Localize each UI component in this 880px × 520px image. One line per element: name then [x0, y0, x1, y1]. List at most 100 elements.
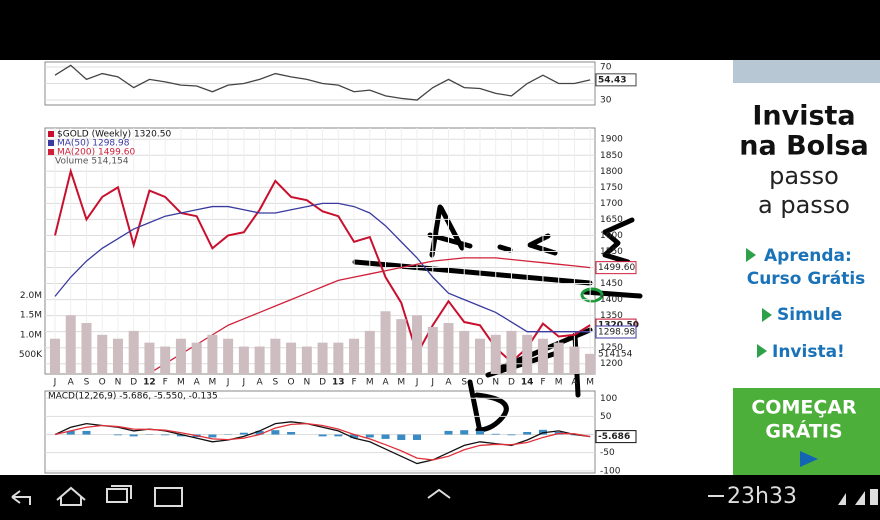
- volume-bar: [144, 343, 154, 374]
- ad-link[interactable]: Simule: [777, 305, 842, 325]
- x-tick-label: M: [397, 378, 405, 388]
- y-tick-label: 1400: [600, 295, 623, 305]
- legend-swatch: [48, 149, 54, 155]
- volume-bar: [50, 339, 60, 374]
- x-tick-label: 12: [143, 378, 156, 388]
- histogram-bar: [334, 435, 342, 437]
- x-tick-label: M: [586, 378, 594, 388]
- x-tick-label: J: [242, 378, 246, 388]
- y-tick-label: 30: [600, 96, 612, 106]
- volume-bar: [365, 331, 375, 374]
- volume-bar: [428, 327, 438, 374]
- histogram-bar: [476, 431, 484, 435]
- volume-bar: [318, 343, 328, 374]
- volume-bar: [286, 343, 296, 374]
- y-tick-label: 1850: [600, 151, 623, 161]
- ad-image[interactable]: [733, 60, 880, 83]
- volume-bar: [522, 335, 532, 374]
- value-label: -5.686: [598, 432, 630, 442]
- histogram-bar: [271, 430, 279, 434]
- x-tick-label: M: [209, 378, 217, 388]
- x-tick-label: J: [226, 378, 230, 388]
- legend: Volume 514,154: [55, 157, 129, 167]
- x-tick-label: N: [303, 378, 310, 388]
- x-tick-label: S: [273, 378, 279, 388]
- histogram-bar: [240, 433, 248, 435]
- ad-link[interactable]: Invista!: [772, 342, 845, 362]
- y-tick-label: 1450: [600, 279, 623, 289]
- nav-icons[interactable]: [12, 486, 724, 506]
- volume-bar: [160, 347, 170, 374]
- volume-bar: [113, 339, 123, 374]
- volume-bar: [412, 315, 422, 374]
- y-tick-label: -100: [600, 466, 621, 476]
- ad-headline[interactable]: na Bolsa: [739, 131, 869, 162]
- volume-bar: [333, 343, 343, 374]
- y-tick-label: 1800: [600, 167, 623, 177]
- value-label: 1499.60: [598, 263, 635, 273]
- x-tick-label: D: [130, 378, 137, 388]
- histogram-bar: [523, 432, 531, 435]
- ad-link[interactable]: Curso Grátis: [747, 269, 866, 289]
- x-tick-label: F: [163, 378, 168, 388]
- histogram-bar: [397, 435, 405, 440]
- ad-headline[interactable]: Invista: [752, 101, 855, 132]
- x-tick-label: 13: [332, 378, 345, 388]
- ad-button-text[interactable]: GRÁTIS: [765, 420, 842, 443]
- volume-bar: [97, 335, 107, 374]
- y-tick-label: 2.0M: [20, 291, 42, 301]
- signal-icons: [838, 491, 865, 505]
- y-tick-label: 500K: [19, 350, 43, 360]
- volume-bar: [538, 339, 548, 374]
- volume-bar: [444, 323, 454, 374]
- y-tick-label: 1.5M: [20, 311, 42, 321]
- x-tick-label: A: [257, 378, 264, 388]
- volume-bar: [223, 339, 233, 374]
- volume-bar: [176, 339, 186, 374]
- volume-bar: [396, 319, 406, 374]
- histogram-bar: [382, 435, 390, 439]
- y-tick-label: 70: [600, 62, 612, 72]
- y-tick-label: 100: [600, 394, 617, 404]
- y-tick-label: 1200: [600, 359, 623, 369]
- x-tick-label: J: [53, 378, 57, 388]
- y-tick-label: 1700: [600, 199, 623, 209]
- histogram-bar: [492, 434, 500, 435]
- value-label: 514154: [598, 349, 633, 359]
- ad-link[interactable]: Aprenda:: [764, 246, 852, 266]
- x-tick-label: 14: [521, 378, 534, 388]
- volume-bar: [381, 311, 391, 374]
- x-tick-label: N: [115, 378, 122, 388]
- legend-swatch: [48, 140, 54, 146]
- ad-subline[interactable]: passo: [769, 162, 839, 190]
- x-tick-label: A: [382, 378, 389, 388]
- ad-button-text[interactable]: COMEÇAR: [751, 397, 857, 419]
- value-label: 1298.98: [598, 327, 635, 337]
- y-tick-label: 1550: [600, 247, 623, 257]
- histogram-bar: [445, 431, 453, 435]
- histogram-bar: [114, 435, 122, 436]
- histogram-bar: [319, 435, 327, 437]
- x-tick-label: J: [430, 378, 434, 388]
- histogram-bar: [507, 435, 515, 436]
- y-tick-label: 1750: [600, 183, 623, 193]
- volume-bar: [270, 339, 280, 374]
- histogram-bar: [287, 432, 295, 435]
- x-tick-label: M: [555, 378, 563, 388]
- histogram-bar: [161, 435, 169, 436]
- histogram-bar: [208, 435, 216, 438]
- y-tick-label: 1.0M: [20, 330, 42, 340]
- x-tick-label: N: [492, 378, 499, 388]
- y-tick-label: 1650: [600, 215, 623, 225]
- x-tick-label: D: [508, 378, 515, 388]
- ad-subline[interactable]: a passo: [758, 191, 850, 219]
- x-tick-label: A: [571, 378, 578, 388]
- legend: MACD(12,26,9) -5.686, -5.550, -0.135: [48, 392, 218, 402]
- histogram-bar: [82, 431, 90, 435]
- battery-icon: [870, 489, 878, 505]
- y-tick-label: 1900: [600, 135, 623, 145]
- clock: 23h33: [727, 484, 797, 509]
- x-tick-label: A: [194, 378, 201, 388]
- x-tick-label: O: [476, 378, 483, 388]
